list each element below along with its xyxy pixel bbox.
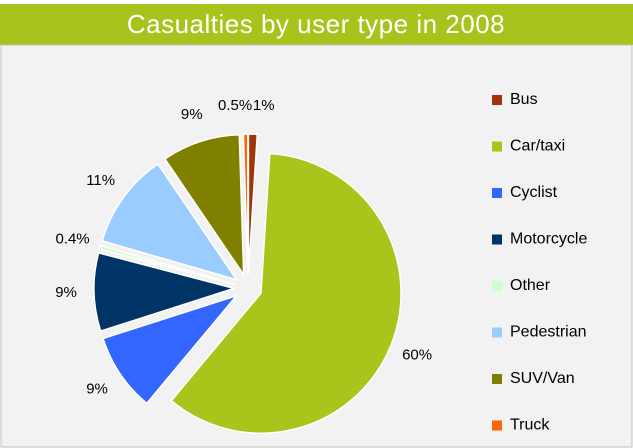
legend-label: Motorcycle [510, 231, 587, 248]
legend-swatch [492, 141, 502, 152]
pie-slice [102, 294, 239, 405]
data-label: 0.4% [55, 231, 89, 248]
pie-slice [170, 152, 402, 434]
pie-slice [163, 133, 245, 278]
legend-swatch [492, 420, 502, 431]
data-label: 9% [55, 284, 77, 301]
legend-label: Bus [510, 91, 538, 108]
legend-label: SUV/Van [510, 370, 575, 387]
pie-slice [98, 244, 235, 286]
pie-slice [93, 251, 237, 332]
chart-title: Casualties by user type in 2008 [127, 9, 505, 39]
data-label: 60% [402, 346, 432, 363]
legend-label: Truck [510, 417, 550, 434]
legend-label: Car/taxi [510, 138, 565, 155]
legend-swatch [492, 234, 502, 245]
legend-swatch [492, 95, 502, 105]
legend-swatch [492, 374, 502, 384]
data-label: 0.5% [218, 97, 252, 114]
data-label: 1% [253, 97, 275, 114]
legend-label: Cyclist [510, 184, 558, 201]
data-label: 11% [86, 172, 115, 189]
legend-label: Pedestrian [510, 324, 587, 341]
pie-slice [242, 133, 249, 275]
legend-swatch [492, 188, 502, 198]
pie-slice [101, 162, 239, 282]
data-label: 9% [181, 106, 203, 123]
legend-label: Other [510, 277, 551, 294]
title-bar [0, 4, 633, 45]
data-label: 9% [86, 381, 108, 398]
legend-swatch [492, 327, 502, 338]
legend-swatch [492, 281, 502, 291]
